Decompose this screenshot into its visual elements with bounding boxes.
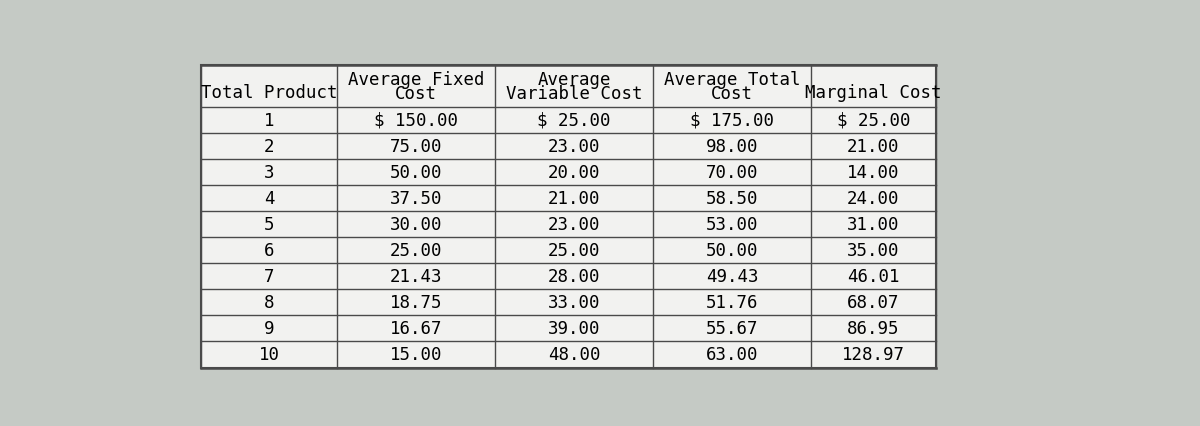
Text: 68.07: 68.07 [847, 294, 900, 311]
Text: Total Product: Total Product [200, 83, 337, 101]
Text: 2: 2 [264, 138, 275, 155]
Text: 6: 6 [264, 242, 275, 259]
Text: 31.00: 31.00 [847, 216, 900, 233]
Text: 51.76: 51.76 [706, 294, 758, 311]
Text: 21.00: 21.00 [847, 138, 900, 155]
Text: 21.00: 21.00 [547, 190, 600, 207]
Text: $ 25.00: $ 25.00 [836, 112, 910, 130]
Text: 28.00: 28.00 [547, 268, 600, 285]
Text: 16.67: 16.67 [390, 320, 443, 338]
Text: 25.00: 25.00 [547, 242, 600, 259]
Text: 5: 5 [264, 216, 275, 233]
Text: 128.97: 128.97 [842, 345, 905, 364]
Text: 23.00: 23.00 [547, 138, 600, 155]
Bar [202, 66, 936, 368]
Text: 1: 1 [264, 112, 275, 130]
Text: 7: 7 [264, 268, 275, 285]
Text: Marginal Cost: Marginal Cost [805, 83, 942, 101]
Text: 75.00: 75.00 [390, 138, 443, 155]
Text: 49.43: 49.43 [706, 268, 758, 285]
Text: 18.75: 18.75 [390, 294, 443, 311]
Text: $ 175.00: $ 175.00 [690, 112, 774, 130]
Text: Cost: Cost [710, 85, 752, 103]
Text: 25.00: 25.00 [390, 242, 443, 259]
Text: Variable Cost: Variable Cost [505, 85, 642, 103]
Text: Average: Average [538, 70, 611, 88]
Text: 4: 4 [264, 190, 275, 207]
Text: 86.95: 86.95 [847, 320, 900, 338]
Text: 24.00: 24.00 [847, 190, 900, 207]
Text: 50.00: 50.00 [706, 242, 758, 259]
Text: 50.00: 50.00 [390, 164, 443, 181]
Text: 14.00: 14.00 [847, 164, 900, 181]
Text: 39.00: 39.00 [547, 320, 600, 338]
Text: 53.00: 53.00 [706, 216, 758, 233]
Text: 48.00: 48.00 [547, 345, 600, 364]
Text: 20.00: 20.00 [547, 164, 600, 181]
Text: 23.00: 23.00 [547, 216, 600, 233]
Text: 8: 8 [264, 294, 275, 311]
Text: 37.50: 37.50 [390, 190, 443, 207]
Text: 21.43: 21.43 [390, 268, 443, 285]
Text: 3: 3 [264, 164, 275, 181]
Text: $ 150.00: $ 150.00 [374, 112, 458, 130]
Text: 9: 9 [264, 320, 275, 338]
Text: 46.01: 46.01 [847, 268, 900, 285]
Text: 10: 10 [259, 345, 280, 364]
Text: 55.67: 55.67 [706, 320, 758, 338]
Text: Cost: Cost [395, 85, 437, 103]
Text: 30.00: 30.00 [390, 216, 443, 233]
Text: 15.00: 15.00 [390, 345, 443, 364]
Text: Average Total: Average Total [664, 70, 800, 88]
Text: 33.00: 33.00 [547, 294, 600, 311]
Text: 63.00: 63.00 [706, 345, 758, 364]
Text: $ 25.00: $ 25.00 [538, 112, 611, 130]
Text: 58.50: 58.50 [706, 190, 758, 207]
Text: Average Fixed: Average Fixed [348, 70, 485, 88]
Text: 35.00: 35.00 [847, 242, 900, 259]
Text: 98.00: 98.00 [706, 138, 758, 155]
Text: 70.00: 70.00 [706, 164, 758, 181]
